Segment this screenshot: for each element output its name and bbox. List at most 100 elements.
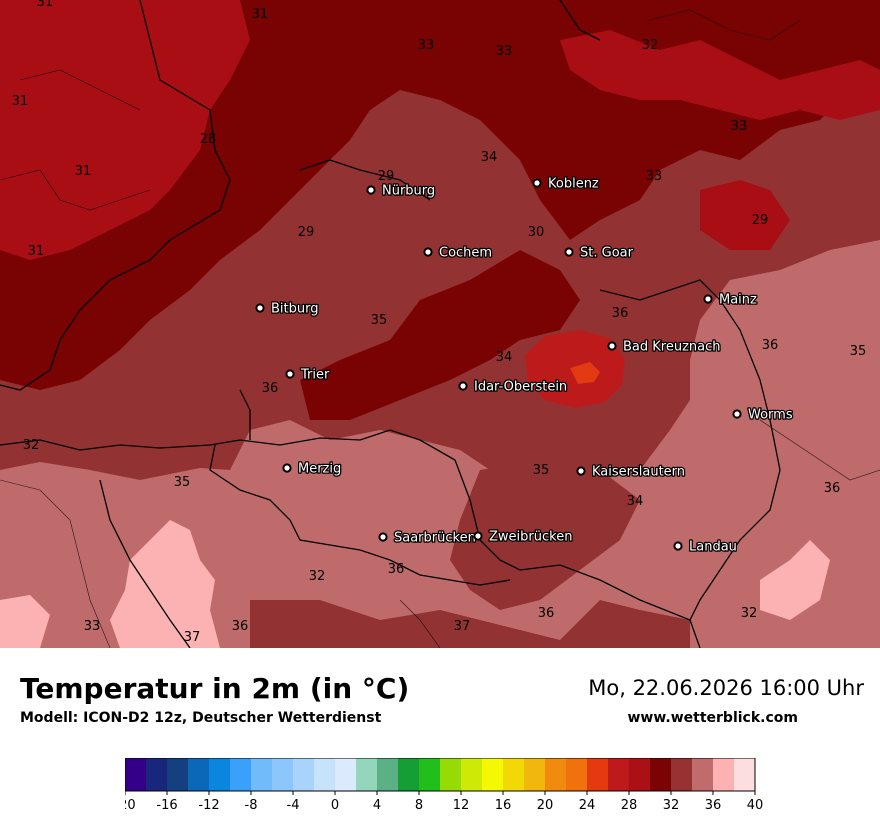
city-label: Idar-Oberstein: [474, 380, 567, 395]
isotherm-label: 31: [28, 244, 45, 259]
isotherm-label: 29: [378, 169, 395, 184]
city-mainz: Mainz: [703, 291, 758, 309]
isotherm-label: 36: [232, 619, 249, 634]
colorbar-segment: [503, 758, 525, 791]
city-dot: [255, 303, 265, 313]
isotherm-label: 36: [824, 481, 841, 496]
temp-zone-28-30-east: [700, 180, 790, 250]
colorbar-tick-label: 36: [705, 798, 722, 813]
colorbar-segment: [482, 758, 504, 791]
city-idar-oberstein: Idar-Oberstein: [458, 378, 568, 396]
isotherm-label: 33: [731, 119, 748, 134]
temp-zone-30-32-central: [300, 250, 580, 420]
isotherm-label: 31: [252, 7, 269, 22]
colorbar-segment: [419, 758, 441, 791]
isotherm-label: 36: [762, 338, 779, 353]
temp-zone-hotspot-core: [570, 362, 600, 384]
colorbar-segment: [230, 758, 252, 791]
isotherm-label: 32: [642, 38, 659, 53]
city-label: Zweibrücken: [489, 530, 572, 545]
isotherm-label: 32: [23, 438, 40, 453]
city-bitburg: Bitburg: [255, 300, 320, 318]
city-saarbrücken: Saarbrücken: [378, 529, 477, 547]
colorbar-tick-label: 24: [579, 798, 596, 813]
city-bad-kreuznach: Bad Kreuznach: [607, 338, 722, 356]
city-label: Landau: [689, 540, 737, 555]
colorbar-segment: [251, 758, 273, 791]
colorbar-tick-label: 4: [373, 798, 381, 813]
isotherm-label: 37: [454, 619, 471, 634]
city-dot: [532, 178, 542, 188]
city-dot: [564, 247, 574, 257]
temp-zone-32-34-southwest: [250, 600, 690, 648]
temp-zone-36-38-west: [0, 595, 50, 648]
city-dot: [607, 341, 617, 351]
city-label: Bitburg: [271, 302, 319, 317]
temperature-map: 31 31 33 33 32 31 28 34 33 31 29 33 29 30 29 31 35 36 34 36…: [0, 0, 880, 648]
colorbar-segment: [461, 758, 483, 791]
colorbar-segment: [398, 758, 420, 791]
borders: [0, 0, 781, 648]
isotherm-label: 36: [612, 306, 629, 321]
footer: Temperatur in 2m (in °C) Modell: ICON-D2…: [0, 648, 880, 830]
city-label: Kaiserslautern: [592, 465, 685, 480]
colorbar-tick-label: -16: [156, 798, 177, 813]
temp-zone-32-34-south: [450, 460, 640, 610]
isotherm-label: 34: [627, 494, 644, 509]
colorbar-tick-label: 28: [621, 798, 638, 813]
city-nürburg: Nürburg: [366, 182, 436, 200]
isotherm-label: 32: [309, 569, 326, 584]
city-dot: [423, 247, 433, 257]
city-trier: Trier: [285, 366, 331, 384]
isotherm-label: 36: [262, 381, 279, 396]
city-markers: Nürburg Koblenz Cochem St. Goar Bitburg Mainz…: [255, 175, 794, 556]
city-label: Mainz: [719, 293, 757, 308]
valid-time: Mo, 22.06.2026 16:00 Uhr: [588, 676, 864, 700]
city-dot: [282, 463, 292, 473]
city-worms: Worms: [732, 406, 794, 424]
temp-zone-36-38-east: [760, 540, 830, 620]
isotherm-label: 33: [84, 619, 101, 634]
colorbar-segment: [209, 758, 231, 791]
colorbar-segment: [167, 758, 189, 791]
isotherm-label: 35: [533, 463, 550, 478]
colorbar-tick-label: -8: [245, 798, 258, 813]
map-title: Temperatur in 2m (in °C): [20, 672, 410, 705]
colorbar-segment: [188, 758, 210, 791]
isotherm-label: 35: [371, 313, 388, 328]
isotherm-label: 31: [37, 0, 54, 10]
region-lines: [0, 9, 880, 648]
colorbar-segment: [545, 758, 567, 791]
city-zweibrücken: Zweibrücken: [473, 528, 574, 546]
colorbar-frame: [125, 758, 756, 792]
isotherm-label: 32: [741, 606, 758, 621]
isotherm-label: 31: [12, 94, 29, 109]
isotherm-label: 36: [388, 562, 405, 577]
website-link[interactable]: www.wetterblick.com: [627, 710, 799, 726]
colorbar-segment: [293, 758, 315, 791]
colorbar-tick-label: 32: [663, 798, 680, 813]
isotherm-label: 35: [850, 344, 867, 359]
city-dot: [366, 185, 376, 195]
isotherm-label: 35: [174, 475, 191, 490]
colorbar-segment: [440, 758, 462, 791]
colorbar-segment: [377, 758, 399, 791]
city-landau: Landau: [673, 538, 738, 556]
colorbar-segment: [356, 758, 378, 791]
model-source: Modell: ICON-D2 12z, Deutscher Wetterdie…: [20, 710, 382, 726]
temp-zone-36-38: [110, 520, 220, 648]
colorbar-segment: [524, 758, 546, 791]
isotherm-label: 28: [200, 132, 217, 147]
colorbar-tick-label: 20: [537, 798, 554, 813]
colorbar-tick-label: 40: [747, 798, 764, 813]
temp-zone-28-30: [0, 0, 250, 260]
colorbar-segment: [125, 758, 147, 791]
colorbar-tick-label: -4: [287, 798, 300, 813]
colorbar-tick-label: 16: [495, 798, 512, 813]
city-label: Worms: [748, 408, 793, 423]
city-label: Koblenz: [548, 177, 599, 192]
city-dot: [285, 369, 295, 379]
isotherm-label: 34: [481, 150, 498, 165]
city-merzig: Merzig: [282, 460, 343, 478]
city-label: Trier: [300, 368, 330, 383]
